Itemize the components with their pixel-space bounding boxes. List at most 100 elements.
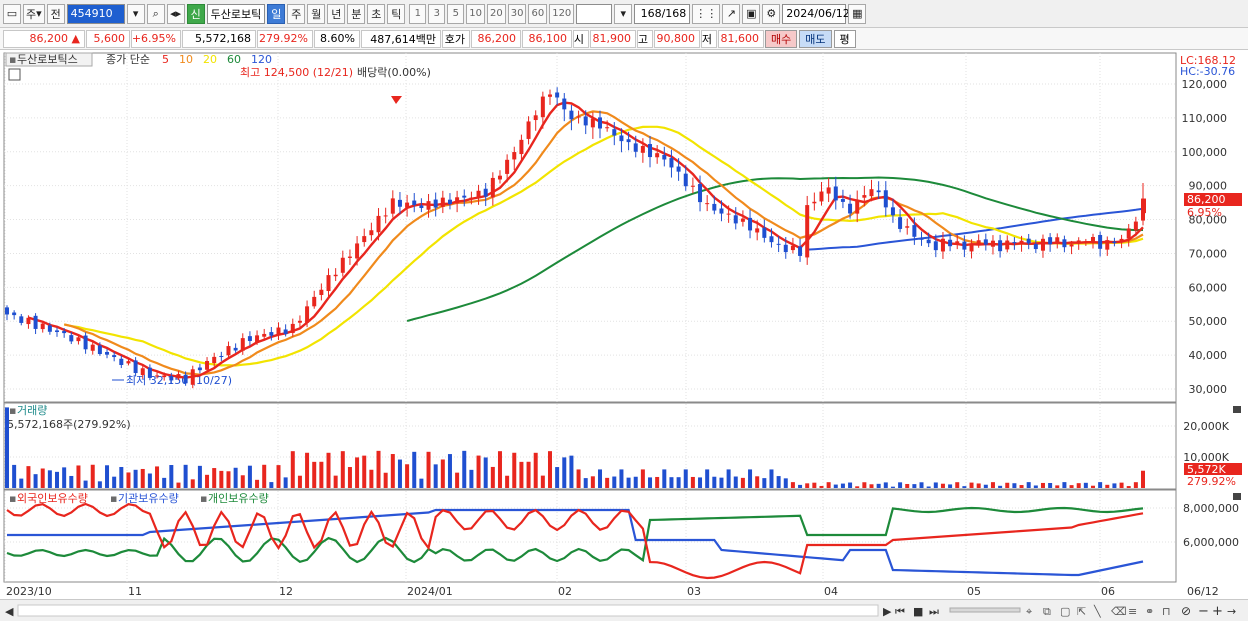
interval-button-1[interactable]: 3 (428, 3, 446, 24)
interval-button-6[interactable]: 60 (528, 3, 548, 24)
zoom-in-icon[interactable]: + (1212, 604, 1223, 619)
period-tab-3[interactable]: 년 (327, 3, 346, 24)
candle-body (312, 296, 317, 307)
holding-lines (6, 502, 1144, 580)
average-button[interactable]: 평 (833, 29, 856, 48)
save-icon[interactable]: ▣ (742, 3, 761, 24)
expand-arrow-icon[interactable]: → (1227, 605, 1236, 618)
volume-bar (626, 477, 631, 488)
layout-icon[interactable]: ▭ (3, 3, 21, 24)
period-tab-0[interactable]: 일 (267, 3, 286, 24)
volume-bar (390, 454, 395, 488)
interval-dropdown-icon[interactable]: ▾ (614, 3, 633, 24)
candle-body (969, 245, 974, 252)
magnet-icon[interactable]: ⊓ (1162, 605, 1171, 618)
sell-button[interactable]: 매도 (799, 29, 832, 48)
date-input[interactable]: 2024/06/12 (782, 3, 850, 24)
volume-bar (862, 482, 867, 488)
low-label: 저 (701, 29, 717, 48)
volume-bar (355, 457, 360, 488)
fast-forward-icon[interactable]: ⏭ (929, 605, 939, 618)
candle-body (219, 356, 224, 358)
period-tab-2[interactable]: 월 (307, 3, 326, 24)
draw-tool-icon[interactable]: ↗ (722, 3, 741, 24)
candle-body (1119, 238, 1124, 242)
period-tab-1[interactable]: 주 (287, 3, 306, 24)
volume-bar (362, 455, 367, 488)
date-axis: 2023/10 11 12 2024/01 02 03 04 05 06 (6, 585, 1115, 598)
candle-body (1062, 239, 1067, 248)
panel-settings-icon[interactable] (8, 68, 21, 81)
buy-button[interactable]: 매수 (765, 29, 798, 48)
stop-icon[interactable]: ■ (913, 605, 923, 618)
volume-bar (662, 469, 667, 488)
volume-tag: 5,572K (1187, 463, 1226, 476)
volume-bar (526, 461, 531, 488)
volume-close-icon[interactable] (1233, 406, 1241, 413)
interval-button-0[interactable]: 1 (409, 3, 427, 24)
candle-body (690, 185, 695, 187)
interval-button-3[interactable]: 10 (466, 3, 485, 24)
candle-body (497, 175, 502, 180)
volume-bar (412, 451, 417, 488)
stock-tag: 두산로보틱스 (17, 53, 78, 66)
link-icon[interactable]: ⚭ (1145, 605, 1154, 618)
search-icon[interactable]: ⌕ (146, 3, 165, 24)
period-tab-4[interactable]: 분 (347, 3, 366, 24)
trend-icon[interactable]: ⇱ (1077, 605, 1086, 618)
scroll-right-icon[interactable]: ▶ (883, 605, 892, 618)
price-tick-label: 60,000 (1189, 281, 1228, 294)
eraser-icon[interactable]: ⌫ (1111, 605, 1127, 618)
candle-body (155, 375, 160, 377)
fib-icon[interactable]: ≡ (1128, 605, 1137, 618)
volume-ratio: 279.92% (257, 29, 313, 48)
gear-icon[interactable]: ⚙ (762, 3, 781, 24)
interval-button-5[interactable]: 30 (507, 3, 527, 24)
interval-button-2[interactable]: 5 (447, 3, 465, 24)
interval-input[interactable] (576, 3, 613, 24)
prev-button[interactable]: 전 (46, 3, 65, 24)
turnover-rate: 8.60% (314, 29, 360, 48)
scroll-track[interactable] (17, 604, 879, 617)
grid-icon[interactable]: ⋮⋮ (692, 3, 721, 24)
scroll-controls: ◀ ▶ ⏮ ■ ⏭ ⌖ ⧉ ▢ ⇱ ╲ ⌫ ≡ ⚭ ⊓ ⊘ − + → (5, 604, 1236, 619)
period-tab-5[interactable]: 초 (367, 3, 386, 24)
period-tab-6[interactable]: 틱 (387, 3, 406, 24)
holding-close-icon[interactable] (1233, 493, 1241, 500)
zoom-out-icon[interactable]: − (1198, 604, 1209, 619)
interval-button-4[interactable]: 20 (487, 3, 506, 24)
zoom-reset-icon[interactable]: ⊘ (1181, 604, 1191, 618)
code-dropdown-icon[interactable]: ▾ (126, 3, 145, 24)
sound-icon[interactable]: ◂▸ (166, 3, 185, 24)
date-tick-label: 2024/01 (407, 585, 453, 598)
interval-button-7[interactable]: 120 (549, 3, 575, 24)
volume-bar (226, 471, 231, 488)
count-field[interactable]: 168/168 (634, 3, 691, 24)
volume-bar (619, 469, 624, 488)
volume-bar (176, 482, 181, 488)
current-price-tag-bg (1184, 193, 1242, 206)
candle-body (869, 189, 874, 197)
stock-code-input[interactable]: 454910 (66, 3, 125, 24)
current-price: 86,200 ▲ (3, 29, 85, 48)
volume-bar (269, 482, 274, 488)
scroll-left-icon[interactable]: ◀ (5, 605, 14, 618)
zoom-slider[interactable] (949, 607, 1021, 613)
calendar-icon[interactable]: ▦ (848, 3, 867, 24)
window-icon[interactable]: ▢ (1060, 605, 1070, 618)
change-percent: +6.95% (131, 29, 181, 48)
volume-bar (583, 478, 588, 488)
rewind-icon[interactable]: ⏮ (895, 605, 905, 618)
crosshair-icon[interactable]: ⌖ (1026, 605, 1032, 618)
volume-bar (97, 481, 102, 488)
line-tool-icon[interactable]: ╲ (1093, 604, 1102, 618)
chart-canvas[interactable]: ▪ 두산로보틱스 종가 단순 5 10 20 60 120 최고 124,500 (12… (0, 50, 1248, 621)
candle-body (1005, 240, 1010, 250)
market-type-select[interactable]: 주 ▾ (23, 3, 45, 24)
volume-bar (812, 482, 817, 488)
ma-label: 종가 단순 (106, 53, 150, 66)
candle-body (397, 199, 402, 207)
candle-body (1105, 240, 1110, 250)
candle-body (726, 213, 731, 215)
copy-icon[interactable]: ⧉ (1043, 605, 1051, 618)
